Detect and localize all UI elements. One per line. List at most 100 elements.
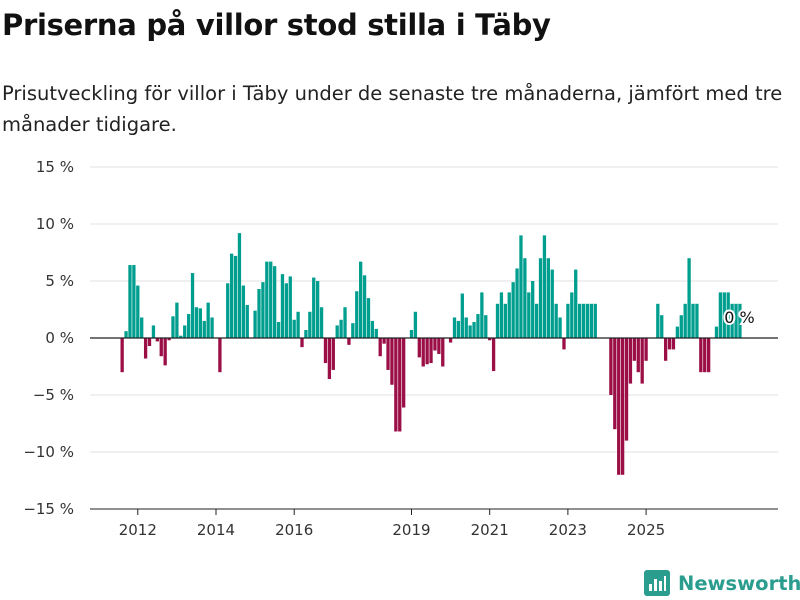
bar xyxy=(722,292,726,338)
bar xyxy=(640,338,644,384)
bar xyxy=(366,298,371,338)
x-tick-label: 2023 xyxy=(549,521,587,539)
bar xyxy=(671,338,676,350)
chart-title: Priserna på villor stod stilla i Täby xyxy=(2,8,551,42)
bar xyxy=(402,338,406,408)
bar xyxy=(159,338,163,357)
bar xyxy=(460,293,464,338)
bar xyxy=(679,315,683,338)
bar xyxy=(531,281,535,338)
bar xyxy=(190,273,195,338)
bar xyxy=(179,335,183,338)
bar xyxy=(593,303,597,338)
bar xyxy=(624,338,629,441)
bar xyxy=(351,323,355,338)
bar xyxy=(703,338,707,373)
bar xyxy=(570,292,574,338)
bar xyxy=(300,338,304,348)
bar xyxy=(151,325,156,338)
bar xyxy=(167,338,171,341)
bar xyxy=(413,311,418,338)
bar xyxy=(527,292,531,338)
bar xyxy=(660,315,664,338)
bar xyxy=(562,338,566,350)
bar xyxy=(319,307,324,338)
bar xyxy=(374,328,378,338)
x-tick-label: 2014 xyxy=(197,521,235,539)
bar xyxy=(398,338,402,432)
bar xyxy=(210,317,214,338)
bar xyxy=(707,338,711,373)
bar xyxy=(554,303,558,338)
bar xyxy=(362,275,367,338)
x-tick-label: 2016 xyxy=(275,521,313,539)
bar xyxy=(609,338,613,395)
bar xyxy=(456,320,461,338)
bar xyxy=(132,265,136,338)
bar xyxy=(136,285,140,338)
bar xyxy=(714,326,719,338)
bar xyxy=(636,338,640,373)
bar xyxy=(284,283,289,338)
y-tick-label: 5 % xyxy=(45,272,74,290)
bar xyxy=(316,281,320,338)
bar xyxy=(468,325,472,338)
bar xyxy=(613,338,617,430)
bar xyxy=(515,268,519,338)
bar xyxy=(183,325,187,338)
bar xyxy=(265,261,269,338)
bar xyxy=(245,304,249,338)
bar xyxy=(507,292,511,338)
bar xyxy=(620,338,625,475)
bar xyxy=(550,269,554,338)
bar xyxy=(128,265,132,338)
bar xyxy=(339,319,343,338)
bar xyxy=(288,276,292,338)
bar xyxy=(394,338,398,432)
bar xyxy=(519,235,523,338)
x-tick-label: 2012 xyxy=(119,521,157,539)
bar xyxy=(534,303,539,338)
axis-layer: 15 % 10 % 5 % 0 % −5 % −10 % −15 % 2012 2014 2016… xyxy=(23,158,778,539)
x-tick-label: 2021 xyxy=(471,521,509,539)
bar xyxy=(163,338,167,366)
bar xyxy=(503,303,507,338)
bar xyxy=(730,303,734,338)
bar xyxy=(656,303,660,338)
bar xyxy=(226,283,230,338)
bar xyxy=(323,338,328,364)
bar xyxy=(425,338,429,365)
bar xyxy=(355,291,359,338)
bar xyxy=(644,338,648,361)
bar xyxy=(253,310,257,338)
bar xyxy=(359,261,363,338)
bar xyxy=(683,303,687,338)
bar xyxy=(464,317,468,338)
bar xyxy=(237,233,242,338)
bar xyxy=(124,331,128,338)
bar xyxy=(272,266,277,338)
bar xyxy=(186,314,191,338)
bar xyxy=(738,303,742,338)
bar xyxy=(495,303,500,338)
bar xyxy=(218,338,222,373)
bar xyxy=(261,282,265,338)
bar xyxy=(511,282,515,338)
bar xyxy=(175,302,179,338)
newsworthy-logo-icon xyxy=(644,570,670,596)
bar xyxy=(429,338,433,364)
bar xyxy=(523,258,527,338)
bar xyxy=(382,338,386,344)
bar xyxy=(718,292,723,338)
newsworthy-logo[interactable]: Newsworthy xyxy=(644,568,800,598)
bar xyxy=(699,338,703,373)
bar xyxy=(304,330,308,338)
bar xyxy=(143,338,148,359)
y-tick-label: −5 % xyxy=(33,386,74,404)
bar xyxy=(390,338,394,385)
bar xyxy=(484,315,488,338)
bar xyxy=(280,274,285,338)
bar xyxy=(335,325,339,338)
bar-chart: 15 % 10 % 5 % 0 % −5 % −10 % −15 % 2012 2014 2016… xyxy=(23,158,778,539)
bar xyxy=(140,317,144,338)
